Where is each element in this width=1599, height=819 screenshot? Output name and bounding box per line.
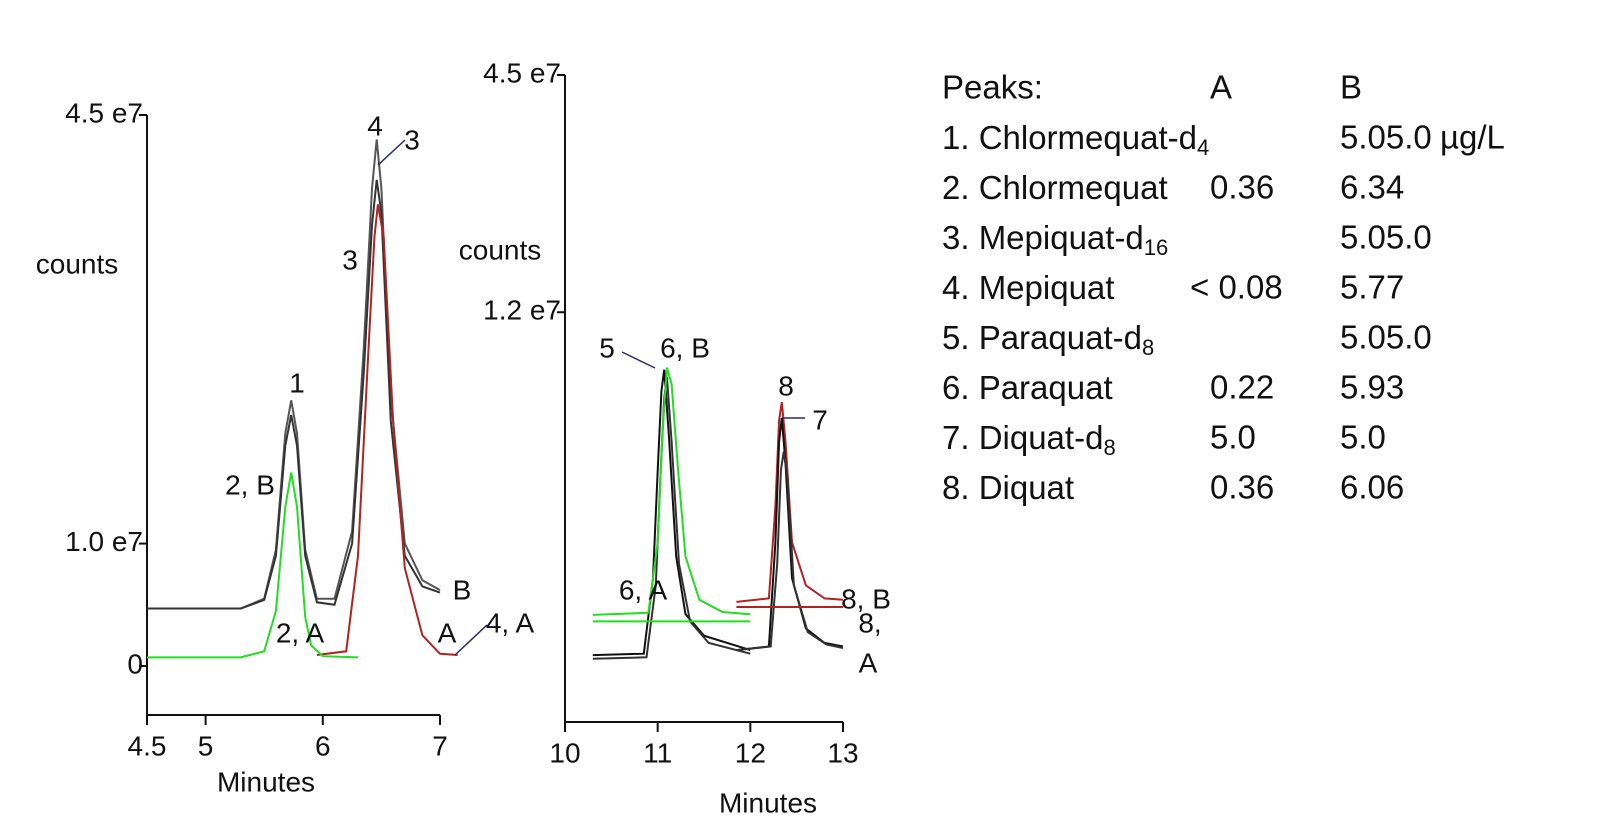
x-tick-label: 4.5: [128, 730, 167, 761]
peak-label: 2, A: [276, 617, 325, 648]
table-cell: µg/L: [1440, 119, 1505, 156]
peak-name-text: 7. Diquat-d: [942, 419, 1103, 456]
table-cell: 0.22: [1210, 369, 1274, 406]
y-tick-label: 1.0 e7: [65, 526, 143, 557]
y-tick-label: 1.2 e7: [483, 295, 561, 326]
peak-label: 2, B: [225, 469, 275, 500]
peak-label: 8,: [858, 607, 881, 638]
y-axis-label: counts: [36, 248, 119, 279]
peak-label: 3: [342, 244, 358, 275]
trace: [736, 417, 844, 652]
peak-label: 4, A: [486, 607, 535, 638]
x-axis-label: Minutes: [719, 787, 817, 818]
peak-name: 8. Diquat: [942, 469, 1074, 506]
peak-name-sub: 4: [1197, 135, 1209, 160]
y-tick-label: 4.5 e7: [65, 97, 143, 128]
peak-name-sub: 16: [1144, 235, 1168, 260]
table-cell: 5.05.0: [1340, 119, 1432, 156]
trace: [592, 367, 751, 616]
peak-name: 7. Diquat-d8: [942, 419, 1116, 460]
y-tick-label: 4.5 e7: [483, 57, 561, 88]
peak-name-text: 2. Chlormequat: [942, 169, 1168, 206]
table-cell: 5.05.0: [1340, 219, 1432, 256]
peak-label: 6, A: [619, 574, 668, 605]
peak-label: 8: [778, 370, 794, 401]
trace: [736, 401, 844, 603]
trace: [316, 204, 458, 656]
trace: [592, 376, 751, 660]
x-tick-label: 11: [643, 737, 672, 768]
peak-label: A: [438, 617, 457, 648]
peak-label: B: [453, 574, 472, 605]
peak-label: A: [859, 647, 878, 678]
peak-label: 4: [367, 110, 383, 141]
y-axis-label: counts: [459, 234, 542, 265]
table-header: A: [1210, 69, 1232, 106]
leader-line: [454, 624, 488, 656]
table-header: Peaks:: [942, 69, 1043, 106]
trace: [147, 179, 441, 610]
table-cell: 6.34: [1340, 169, 1404, 206]
trace: [736, 451, 844, 652]
peak-label: 8, B: [841, 583, 891, 614]
peak-label: 1: [289, 367, 305, 398]
peak-name: 3. Mepiquat-d16: [942, 219, 1168, 260]
table-cell: < 0.08: [1190, 269, 1283, 306]
peak-label: 6, B: [660, 332, 710, 363]
peak-name-text: 3. Mepiquat-d: [942, 219, 1144, 256]
peak-label: 3: [404, 124, 420, 155]
table-cell: 0.36: [1210, 169, 1274, 206]
peak-name-text: 8. Diquat: [942, 469, 1074, 506]
x-tick-label: 13: [827, 737, 858, 768]
y-tick-label: 0: [127, 648, 143, 679]
x-tick-label: 12: [735, 737, 766, 768]
table-cell: 5.0: [1340, 419, 1386, 456]
peak-name-text: 6. Paraquat: [942, 369, 1113, 406]
table-cell: 5.77: [1340, 269, 1404, 306]
peak-name: 1. Chlormequat-d4: [942, 119, 1209, 160]
table-cell: 0.36: [1210, 469, 1274, 506]
table-header: B: [1340, 69, 1362, 106]
peak-name: 5. Paraquat-d8: [942, 319, 1154, 360]
table-cell: 5.93: [1340, 369, 1404, 406]
table-cell: 5.0: [1210, 419, 1256, 456]
leader-line: [377, 139, 406, 166]
peak-name: 6. Paraquat: [942, 369, 1113, 406]
peak-name-text: 1. Chlormequat-d: [942, 119, 1197, 156]
x-tick-label: 6: [315, 730, 331, 761]
x-tick-label: 7: [432, 730, 448, 761]
x-tick-label: 10: [549, 737, 580, 768]
peak-name: 2. Chlormequat: [942, 169, 1168, 206]
x-axis-label: Minutes: [217, 766, 315, 797]
table-cell: 5.05.0: [1340, 319, 1432, 356]
peak-name-sub: 8: [1103, 435, 1115, 460]
peak-name: 4. Mepiquat: [942, 269, 1114, 306]
peak-label: 7: [812, 404, 828, 435]
peak-label: 5: [599, 332, 615, 363]
peak-name-text: 5. Paraquat-d: [942, 319, 1142, 356]
table-cell: 6.06: [1340, 469, 1404, 506]
leader-line: [621, 351, 656, 369]
x-tick-label: 5: [198, 730, 214, 761]
peak-name-text: 4. Mepiquat: [942, 269, 1114, 306]
peak-name-sub: 8: [1142, 335, 1154, 360]
trace: [147, 472, 359, 659]
